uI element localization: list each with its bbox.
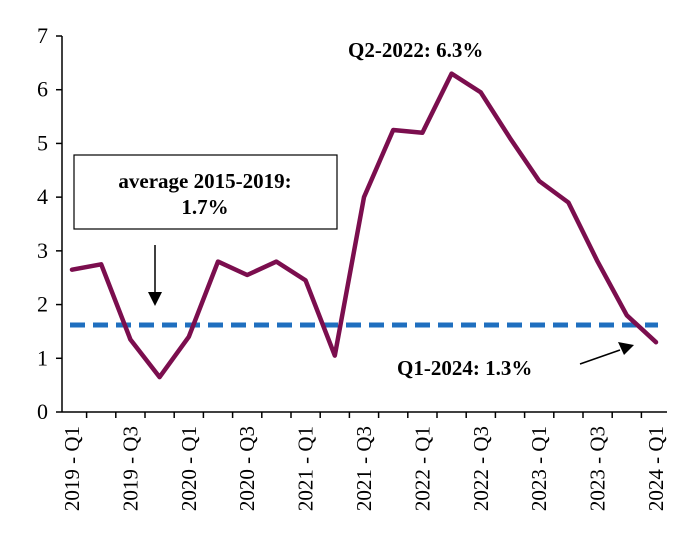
y-tick-label: 0 — [37, 399, 48, 424]
x-tick-label: 2022 - Q1 — [410, 426, 434, 511]
latest-annotation: Q1-2024: 1.3% — [397, 356, 532, 380]
x-tick-label: 2019 - Q1 — [60, 426, 84, 511]
peak-annotation: Q2-2022: 6.3% — [348, 38, 483, 62]
series-line — [69, 71, 659, 380]
y-tick-label: 3 — [37, 238, 48, 263]
x-tick-label: 2020 - Q1 — [177, 426, 201, 511]
y-axis: 0 1 2 3 4 5 6 7 — [37, 23, 63, 424]
x-axis: 2019 - Q1 2019 - Q3 2020 - Q1 2020 - Q3 2021… — [60, 411, 668, 511]
x-tick-label: 2021 - Q3 — [352, 426, 376, 511]
average-annotation-line1: average 2015-2019: — [118, 169, 291, 193]
latest-arrow-head — [618, 342, 634, 355]
x-tick-label: 2023 - Q3 — [586, 426, 610, 511]
y-tick-label: 4 — [37, 184, 48, 209]
latest-arrow — [579, 349, 621, 365]
x-tick-label: 2021 - Q1 — [294, 426, 318, 511]
y-tick-label: 7 — [37, 23, 48, 48]
average-annotation-line2: 1.7% — [181, 195, 228, 219]
y-tick-label: 6 — [37, 77, 48, 102]
y-tick-label: 5 — [37, 130, 48, 155]
x-tick-label: 2020 - Q3 — [235, 426, 259, 511]
annotations: Q2-2022: 6.3% average 2015-2019: 1.7% Q1… — [73, 38, 634, 380]
x-tick-label: 2019 - Q3 — [118, 426, 142, 511]
y-tick-label: 2 — [37, 292, 48, 317]
series-group — [69, 71, 659, 380]
average-annotation-box — [73, 154, 338, 230]
y-tick-label: 1 — [37, 345, 48, 370]
x-tick-label: 2024 - Q1 — [644, 426, 668, 511]
x-tick-label: 2022 - Q3 — [469, 426, 493, 511]
average-arrow-head — [148, 292, 162, 306]
x-tick-label: 2023 - Q1 — [527, 426, 551, 511]
